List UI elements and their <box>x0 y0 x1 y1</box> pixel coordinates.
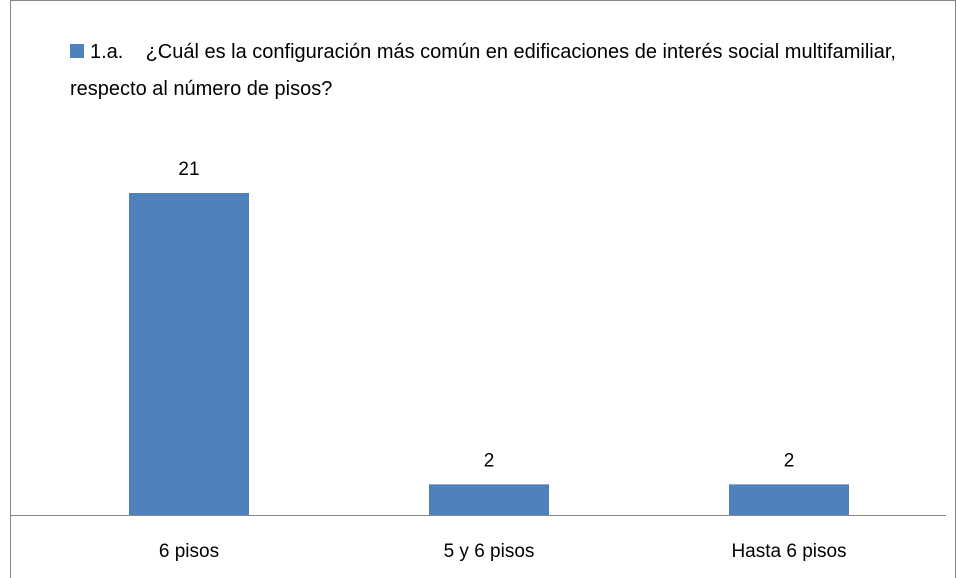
legend: 1.a. ¿Cuál es la configuración más común… <box>70 34 940 108</box>
chart-border <box>10 0 956 578</box>
x-tick-label: 5 y 6 pisos <box>444 541 535 562</box>
bar <box>429 484 549 515</box>
x-tick-label: Hasta 6 pisos <box>731 541 846 562</box>
bar <box>129 193 249 515</box>
data-label: 21 <box>178 159 199 180</box>
x-tick-label: 6 pisos <box>159 541 219 562</box>
data-label: 2 <box>484 450 495 471</box>
bar <box>729 484 849 515</box>
data-label: 2 <box>784 450 795 471</box>
legend-label: 1.a. ¿Cuál es la configuración más común… <box>70 41 902 100</box>
legend-swatch <box>70 44 84 58</box>
